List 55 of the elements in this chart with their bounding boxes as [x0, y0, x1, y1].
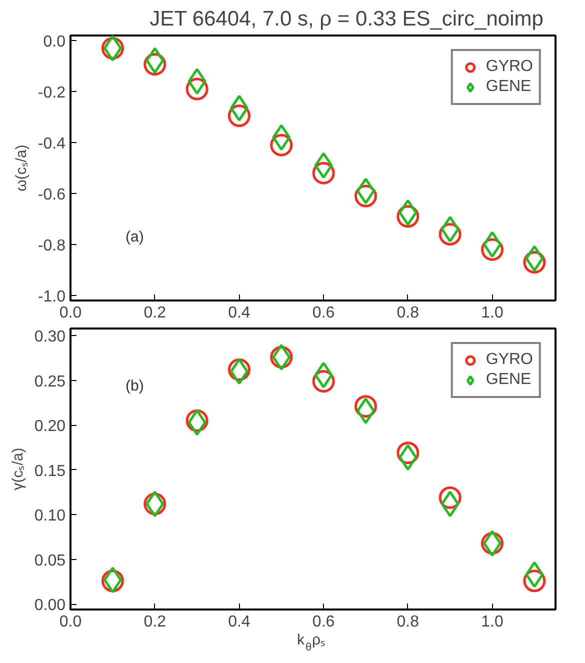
- point: [230, 358, 248, 385]
- x-tick-label: 1.0: [481, 614, 504, 630]
- legend-label: GYRO: [486, 351, 533, 369]
- point: [356, 178, 375, 204]
- y-tick-label: 0.10: [34, 508, 66, 525]
- point: [356, 398, 375, 424]
- y-axis-title: γ(cₛ/a): [9, 448, 26, 490]
- y-tick-label: -0.6: [38, 186, 66, 204]
- y-tick-label: -1.0: [38, 288, 66, 306]
- x-tick-label: 0.8: [396, 304, 420, 322]
- point: [270, 134, 293, 156]
- chart-title: JET 66404, 7.0 s, ρ = 0.33 ES_circ_noimp: [150, 8, 544, 30]
- point: [482, 231, 502, 258]
- point: [146, 47, 164, 74]
- legend-label: GYRO: [486, 58, 533, 76]
- point: [398, 199, 418, 226]
- point: [398, 444, 418, 471]
- point: [188, 68, 206, 95]
- x-tick-label: 0.2: [144, 614, 166, 630]
- y-tick-label: 0.20: [34, 418, 66, 436]
- y-tick-label: 0.05: [34, 552, 66, 570]
- y-tick-label: 0.00: [34, 597, 66, 614]
- annotation: (b): [126, 378, 144, 394]
- x-tick-label: 1.0: [481, 304, 504, 322]
- point: [230, 94, 248, 122]
- point: [186, 78, 208, 100]
- annotation: (a): [126, 228, 144, 246]
- y-tick-label: 0.30: [34, 328, 66, 346]
- x-tick-label: 0.4: [228, 614, 250, 630]
- x-tick-label: 0.4: [228, 304, 250, 322]
- y-tick-label: -0.2: [38, 84, 66, 102]
- point: [228, 104, 250, 127]
- x-tick-label: 0.2: [144, 304, 166, 322]
- point: [440, 490, 460, 518]
- y-tick-label: -0.4: [38, 136, 66, 153]
- y-tick-label: -0.8: [38, 237, 66, 254]
- legend-label: GENE: [486, 78, 532, 96]
- point: [525, 245, 544, 272]
- point: [525, 561, 544, 588]
- legend-label: GENE: [486, 371, 532, 389]
- x-tick-label: 0.0: [59, 614, 82, 630]
- x-tick-label: 0.6: [312, 304, 335, 322]
- x-tick-label: 0.0: [59, 304, 82, 322]
- y-tick-label: 0.0: [43, 34, 66, 51]
- x-tick-label: 0.6: [312, 614, 335, 630]
- y-tick-label: 0.15: [34, 462, 66, 480]
- y-axis-title: ω(cₛ/a): [12, 144, 30, 192]
- y-tick-label: 0.25: [34, 373, 66, 390]
- point: [312, 162, 335, 184]
- point: [188, 409, 206, 436]
- point: [272, 124, 291, 151]
- point: [314, 362, 333, 388]
- x-tick-label: 0.8: [396, 614, 420, 630]
- point: [314, 152, 333, 179]
- point: [440, 216, 460, 242]
